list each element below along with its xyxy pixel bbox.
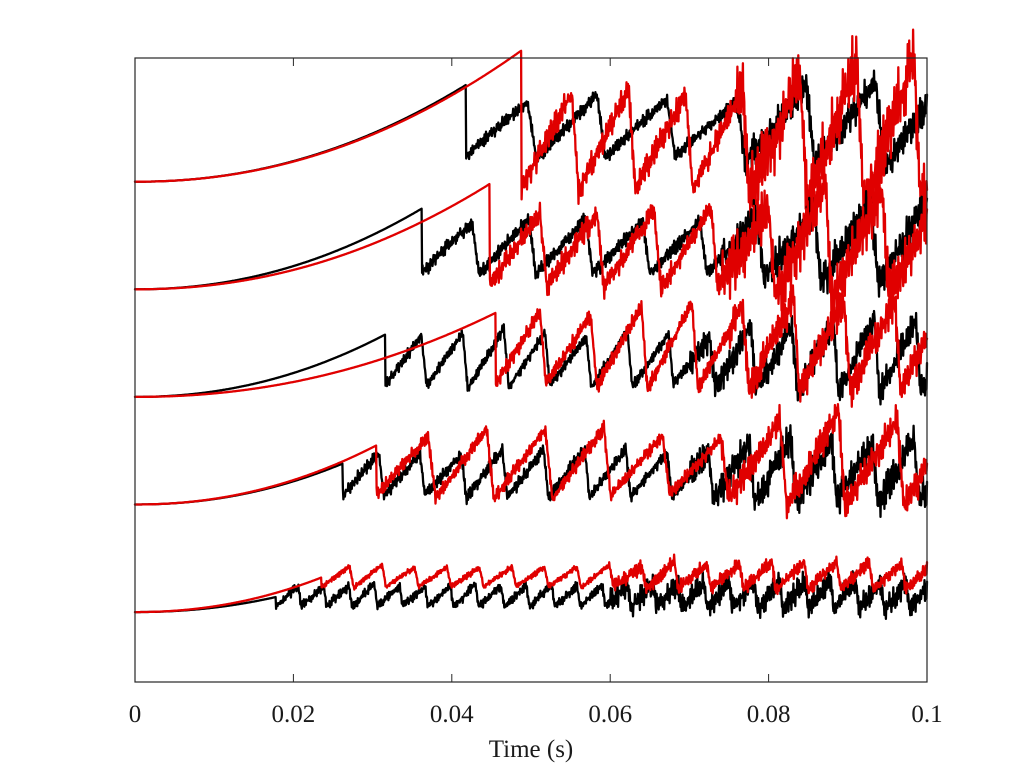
axes-frame bbox=[134, 57, 928, 683]
series-line-red-panel-4 bbox=[133, 403, 929, 520]
x-tick-label: 0.1 bbox=[911, 701, 942, 728]
series-line-black-panel-5 bbox=[133, 568, 929, 620]
series-line-red-panel-2 bbox=[133, 154, 929, 326]
x-tick-label: 0.02 bbox=[272, 701, 316, 728]
series-line-black-panel-2 bbox=[133, 189, 929, 298]
x-axis-ticks: 0 0.02 0.04 0.06 0.08 0.1 bbox=[129, 58, 943, 728]
series-line-black-panel-3 bbox=[133, 309, 929, 406]
series-line-red-panel-5 bbox=[133, 553, 929, 614]
series-line-red-panel-3 bbox=[133, 284, 929, 408]
x-tick-label: 0 bbox=[129, 701, 142, 728]
plot-traces bbox=[133, 28, 929, 620]
x-axis-label: Time (s) bbox=[489, 736, 574, 763]
x-tick-label: 0.06 bbox=[588, 701, 632, 728]
series-line-red-panel-1 bbox=[133, 28, 929, 237]
x-tick-label: 0.08 bbox=[747, 701, 791, 728]
x-tick-label: 0.04 bbox=[430, 701, 474, 728]
